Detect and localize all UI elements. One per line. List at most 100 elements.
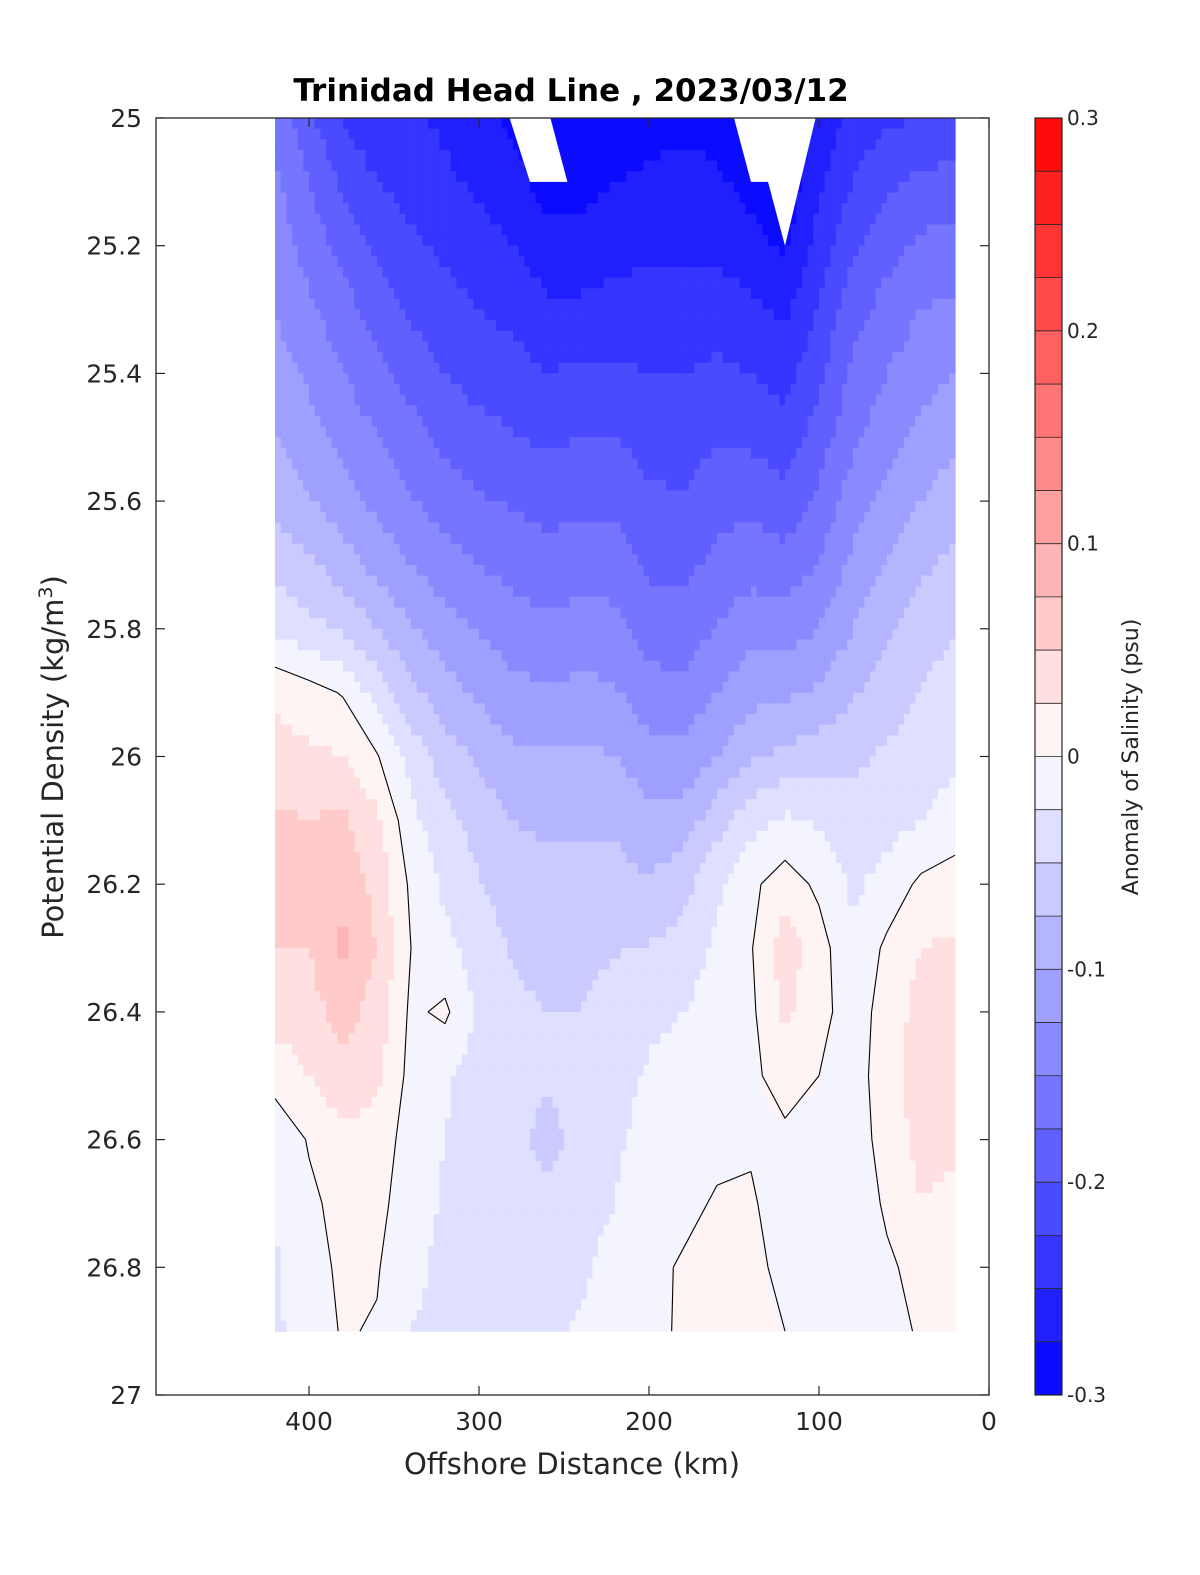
contour-cell: [405, 245, 412, 257]
contour-cell: [598, 266, 605, 279]
contour-cell: [802, 426, 809, 438]
contour-cell: [331, 352, 338, 364]
contour-cell: [802, 415, 809, 428]
contour-cell: [768, 245, 775, 257]
contour-cell: [564, 554, 571, 566]
contour-cell: [524, 405, 531, 417]
contour-cell: [422, 394, 429, 406]
contour-cell: [360, 266, 367, 279]
contour-cell: [745, 458, 752, 470]
contour-cell: [830, 479, 837, 492]
contour-cell: [496, 160, 503, 172]
contour-cell: [541, 256, 548, 268]
contour-cell: [371, 288, 378, 300]
contour-cell: [479, 554, 486, 566]
contour-cell: [711, 171, 718, 183]
contour-cell: [887, 501, 894, 513]
contour-cell: [507, 426, 514, 438]
contour-cell: [552, 511, 559, 523]
contour-cell: [688, 341, 695, 353]
contour-cell: [286, 554, 293, 566]
contour-cell: [819, 352, 826, 364]
contour-cell: [326, 235, 333, 247]
contour-cell: [320, 192, 327, 204]
contour-cell: [722, 118, 729, 130]
contour-cell: [382, 554, 389, 566]
contour-cell: [394, 554, 401, 566]
contour-cell: [484, 362, 491, 374]
contour-cell: [938, 479, 945, 492]
contour-cell: [819, 479, 826, 492]
contour-cell: [853, 415, 860, 428]
contour-cell: [921, 426, 928, 438]
contour-cell: [773, 533, 780, 545]
contour-cell: [394, 469, 401, 481]
contour-cell: [388, 426, 395, 438]
contour-cell: [405, 149, 412, 162]
contour-cell: [620, 394, 627, 406]
contour-cell: [456, 235, 463, 247]
contour-cell: [405, 266, 412, 279]
contour-cell: [932, 458, 939, 470]
contour-cell: [660, 213, 667, 226]
contour-cell: [326, 426, 333, 438]
contour-cell: [280, 405, 287, 417]
contour-cell: [836, 203, 843, 215]
contour-cell: [473, 426, 480, 438]
contour-cell: [824, 490, 831, 502]
contour-cell: [643, 245, 650, 257]
contour-cell: [513, 384, 520, 396]
contour-cell: [484, 235, 491, 247]
contour-cell: [382, 118, 389, 130]
contour-cell: [836, 426, 843, 438]
contour-cell: [739, 405, 746, 417]
contour-cell: [637, 362, 644, 374]
contour-cell: [620, 384, 627, 396]
contour-cell: [824, 298, 831, 311]
contour-cell: [768, 554, 775, 566]
contour-cell: [416, 511, 423, 523]
contour-cell: [700, 426, 707, 438]
contour-cell: [371, 447, 378, 460]
contour-cell: [382, 479, 389, 492]
contour-cell: [337, 128, 344, 140]
contour-cell: [734, 533, 741, 545]
contour-cell: [824, 543, 831, 555]
contour-cell: [456, 298, 463, 311]
contour-cell: [836, 192, 843, 204]
contour-cell: [575, 330, 582, 343]
contour-cell: [853, 309, 860, 321]
contour-cell: [280, 479, 287, 492]
contour-cell: [921, 203, 928, 215]
contour-cell: [518, 320, 525, 332]
contour-cell: [450, 224, 457, 236]
contour-cell: [841, 149, 848, 162]
contour-cell: [824, 458, 831, 470]
contour-cell: [371, 501, 378, 513]
contour-cell: [773, 224, 780, 236]
contour-cell: [445, 245, 452, 257]
contour-cell: [785, 469, 792, 481]
contour-cell: [320, 288, 327, 300]
contour-cell: [671, 245, 678, 257]
contour-cell: [700, 543, 707, 555]
contour-cell: [819, 256, 826, 268]
contour-cell: [337, 288, 344, 300]
contour-cell: [637, 469, 644, 481]
contour-cell: [773, 362, 780, 374]
contour-cell: [626, 469, 633, 481]
contour-cell: [513, 224, 520, 236]
contour-cell: [660, 160, 667, 172]
contour-cell: [881, 469, 888, 481]
contour-cell: [847, 256, 854, 268]
contour-cell: [643, 139, 650, 151]
contour-cell: [643, 309, 650, 321]
contour-cell: [875, 543, 882, 555]
contour-cell: [773, 341, 780, 353]
contour-cell: [479, 352, 486, 364]
contour-cell: [399, 139, 406, 151]
contour-cell: [790, 405, 797, 417]
contour-cell: [490, 203, 497, 215]
contour-cell: [813, 235, 820, 247]
contour-cell: [564, 320, 571, 332]
